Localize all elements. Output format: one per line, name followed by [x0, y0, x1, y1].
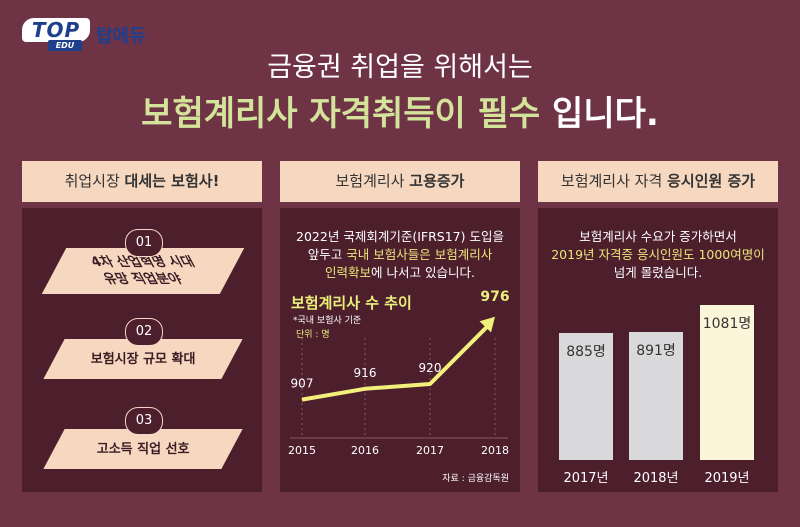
line-chart-note: *국내 보험사 기준 — [293, 316, 362, 326]
panel2-text3-hl: 인력확보 — [325, 265, 372, 280]
logo-edu-text: EDU — [48, 40, 82, 51]
panel2-description: 2022년 국제회계기준(IFRS17) 도입을 앞두고 국내 보험사들은 보험… — [280, 228, 520, 282]
headline-line2: 보험계리사 자격취득이 필수 입니다. — [0, 86, 800, 135]
list-item-text: 4차 산업혁명 시대 유망 직업분야 — [88, 254, 198, 288]
bar-value-label: 885명 — [566, 344, 606, 360]
list-item-line1: 고소득 직업 선호 — [96, 441, 190, 457]
tab-applicant-increase: 보험계리사 자격 응시인원 증가 — [538, 161, 778, 202]
arrow-head — [479, 316, 495, 333]
item-number: 02 — [125, 318, 163, 346]
headline-highlight: 보험계리사 자격취득이 필수 — [141, 94, 541, 134]
x-tick-label: 2016 — [351, 444, 379, 457]
list-item-line2: 유망 직업분야 — [100, 272, 186, 287]
line-chart: 907 916 920 976 2015 2016 2017 2018 — [288, 289, 510, 457]
item-number: 01 — [125, 229, 163, 257]
bar-value-label: 891명 — [636, 343, 676, 359]
item-number: 03 — [125, 407, 163, 435]
headline-rest: 입니다. — [540, 94, 659, 134]
panel2-text3: 인력확보에 나서고 있습니다. — [280, 264, 520, 282]
data-label: 976 — [480, 289, 509, 305]
list-item: 고소득 직업 선호 — [43, 429, 243, 469]
bar: 891명 — [629, 332, 683, 460]
bar-category-label: 2018년 — [633, 471, 679, 486]
bar: 885명 — [559, 333, 613, 460]
tab-employment-growth: 보험계리사 고용증가 — [280, 161, 520, 202]
tab-employment-growth-pre: 보험계리사 — [335, 172, 410, 190]
tab-applicant-increase-strong: 응시인원 증가 — [667, 172, 756, 190]
panel2-text2-hl: 국내 보험사들은 보험계리사 — [346, 247, 493, 262]
panel3-text2: 2019년 자격증 응시인원도 1000여명이 — [551, 247, 765, 262]
bar-category-label: 2017년 — [563, 471, 609, 486]
tab-employment-growth-strong: 고용증가 — [409, 172, 465, 190]
x-tick-label: 2015 — [288, 444, 316, 457]
panel3-text3: 넘게 몰렸습니다. — [613, 265, 703, 280]
chart-source: 자료 : 금융감독원 — [442, 474, 509, 484]
logo[interactable]: TOP EDU 탑에듀 — [22, 18, 146, 52]
list-item-line1: 보험시장 규모 확대 — [90, 351, 196, 367]
bar-category-label: 2019년 — [704, 471, 750, 486]
panel2-text1: 2022년 국제회계기준(IFRS17) 도입을 — [296, 229, 504, 244]
panel-applicant-increase: 보험계리사 수요가 증가하면서 2019년 자격증 응시인원도 1000여명이 … — [538, 208, 778, 492]
logo-top-text: TOP — [22, 18, 90, 42]
bar: 1081명 — [700, 305, 754, 460]
line-chart-unit: 단위 : 명 — [296, 330, 330, 340]
logo-name: 탑에듀 — [96, 26, 146, 47]
panel2-text3-rest: 에 나서고 있습니다. — [371, 265, 475, 280]
panel-market-trend: 01 4차 산업혁명 시대 유망 직업분야 02 보험시장 규모 확대 03 고… — [22, 208, 262, 492]
headline-line1: 금융권 취업을 위해서는 — [267, 52, 533, 83]
tab-market-trend-pre: 취업시장 — [64, 172, 125, 190]
tab-market-trend-strong: 대세는 보험사! — [124, 172, 220, 190]
panel-employment-growth: 2022년 국제회계기준(IFRS17) 도입을 앞두고 국내 보험사들은 보험… — [280, 208, 520, 492]
series-line — [301, 321, 493, 402]
data-label: 907 — [291, 377, 314, 391]
tab-market-trend: 취업시장 대세는 보험사! — [22, 161, 262, 202]
x-tick-label: 2017 — [416, 444, 444, 457]
panel2-text2-pre: 앞두고 — [307, 247, 347, 262]
panel2-text2: 앞두고 국내 보험사들은 보험계리사 — [280, 246, 520, 264]
data-label: 916 — [354, 366, 377, 380]
tab-applicant-increase-pre: 보험계리사 자격 — [560, 172, 668, 190]
data-label: 920 — [419, 361, 442, 375]
x-tick-label: 2018 — [481, 444, 509, 457]
panel3-text1: 보험계리사 수요가 증가하면서 — [579, 229, 737, 244]
bar-value-label: 1081명 — [702, 316, 752, 332]
panel3-description: 보험계리사 수요가 증가하면서 2019년 자격증 응시인원도 1000여명이 … — [538, 228, 778, 282]
line-chart-title: 보험계리사 수 추이 — [291, 294, 412, 312]
logo-mark: TOP EDU — [22, 18, 90, 52]
